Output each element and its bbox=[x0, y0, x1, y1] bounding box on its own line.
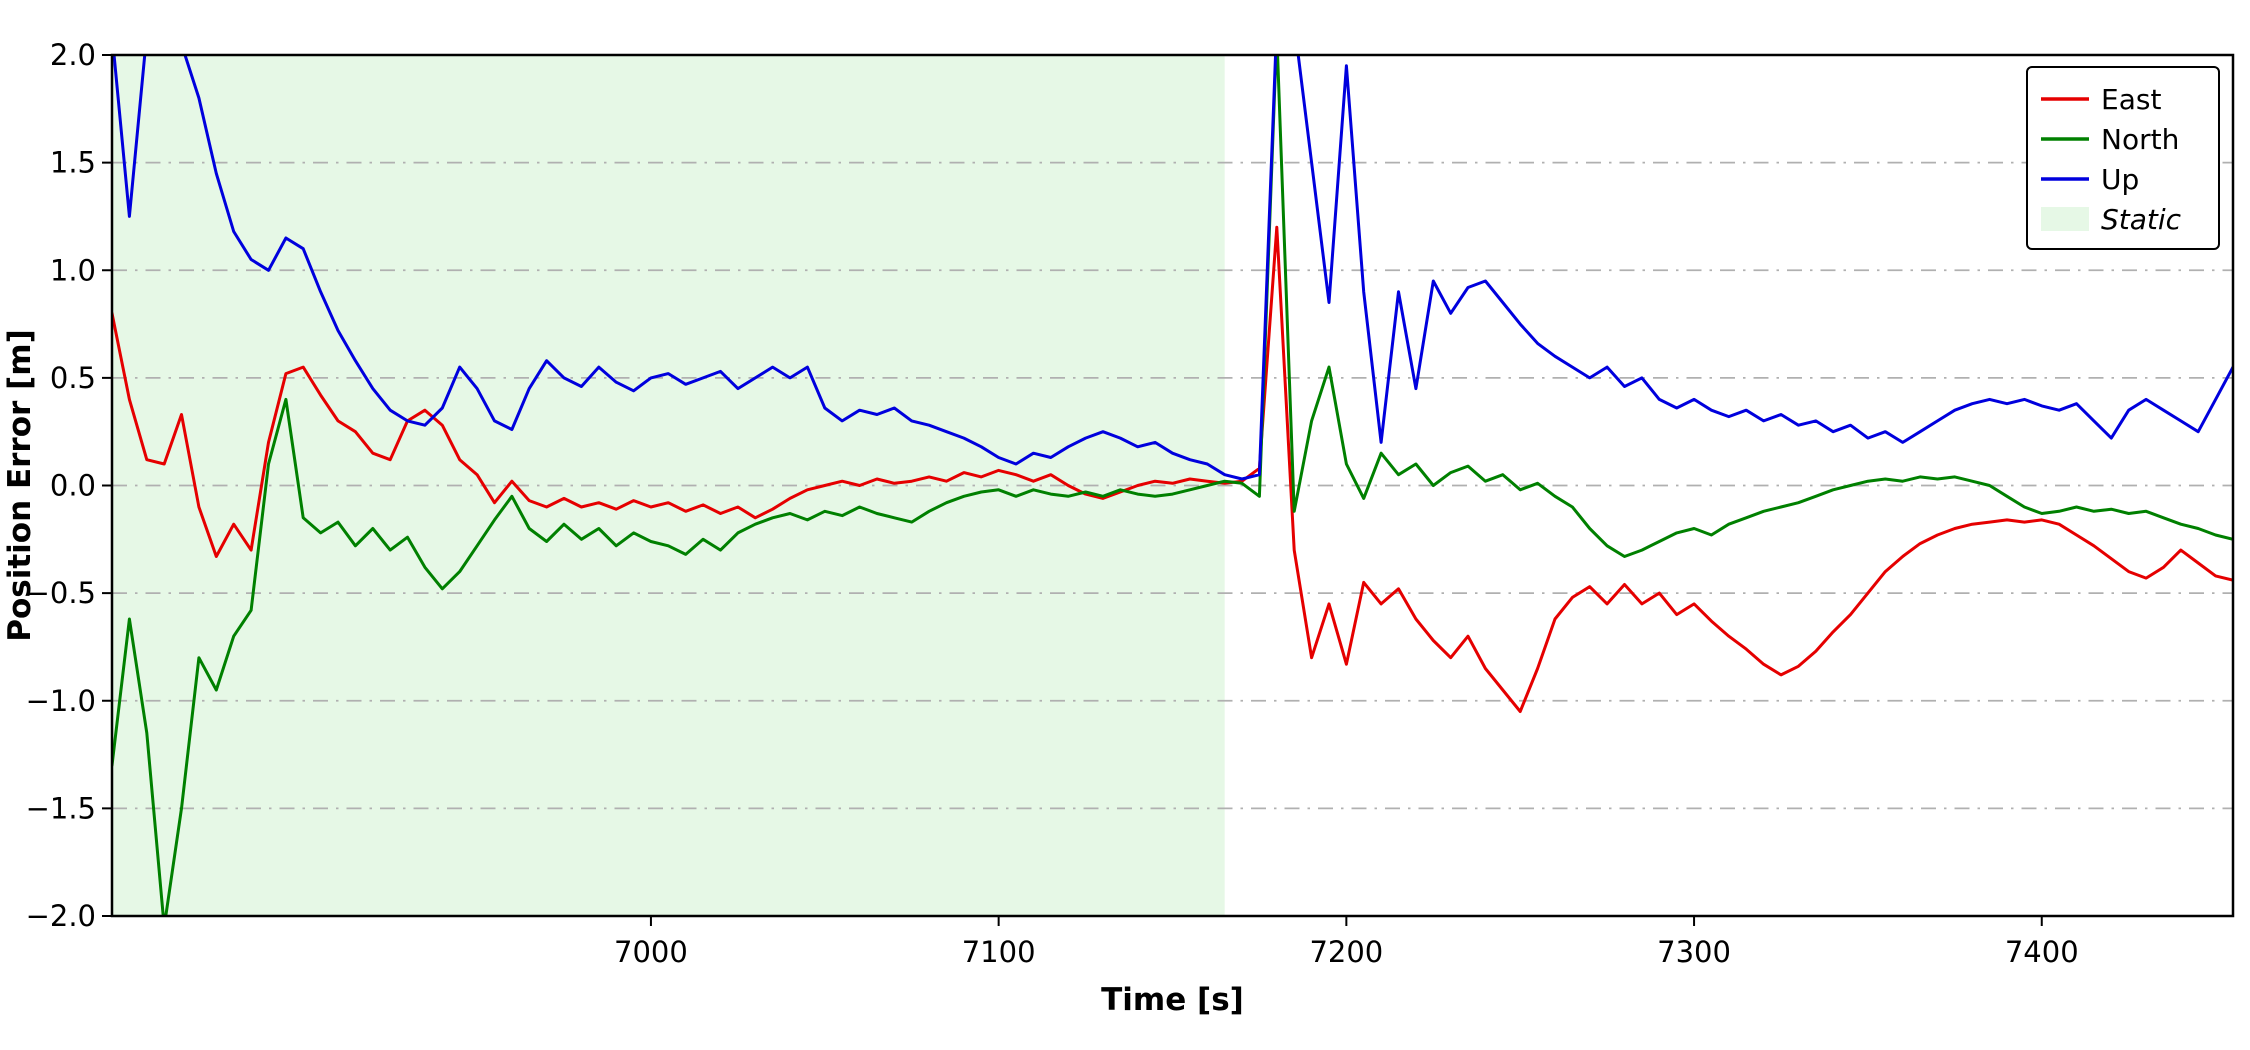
series-line-north bbox=[112, 55, 2233, 916]
x-tick-label: 7300 bbox=[1657, 935, 1731, 969]
y-tick-label: 1.5 bbox=[50, 146, 96, 180]
legend-label-up: Up bbox=[2101, 163, 2139, 196]
x-tick-label: 7000 bbox=[614, 935, 688, 969]
y-tick-label: −1.0 bbox=[26, 684, 96, 718]
y-tick-label: 0.5 bbox=[50, 361, 96, 395]
legend-label-east: East bbox=[2101, 83, 2161, 116]
y-tick-label: −2.0 bbox=[26, 899, 96, 933]
y-tick-label: −0.5 bbox=[26, 576, 96, 610]
x-axis-label: Time [s] bbox=[1101, 982, 1244, 1018]
x-tick-label: 7400 bbox=[2005, 935, 2079, 969]
series-line-up bbox=[112, 55, 2233, 481]
x-tick-label: 7100 bbox=[962, 935, 1036, 969]
y-tick-label: −1.5 bbox=[26, 791, 96, 825]
y-axis-label: Position Error [m] bbox=[2, 329, 38, 641]
y-tick-label: 0.0 bbox=[50, 469, 96, 503]
y-tick-label: 2.0 bbox=[50, 38, 96, 72]
series-line-east bbox=[112, 225, 2233, 713]
legend-swatch-static bbox=[2041, 207, 2089, 231]
x-tick-label: 7200 bbox=[1309, 935, 1383, 969]
legend-label-north: North bbox=[2101, 123, 2179, 156]
legend-label-static: Static bbox=[2101, 203, 2182, 236]
legend-box bbox=[2026, 66, 2220, 250]
y-tick-label: 1.0 bbox=[50, 253, 96, 287]
